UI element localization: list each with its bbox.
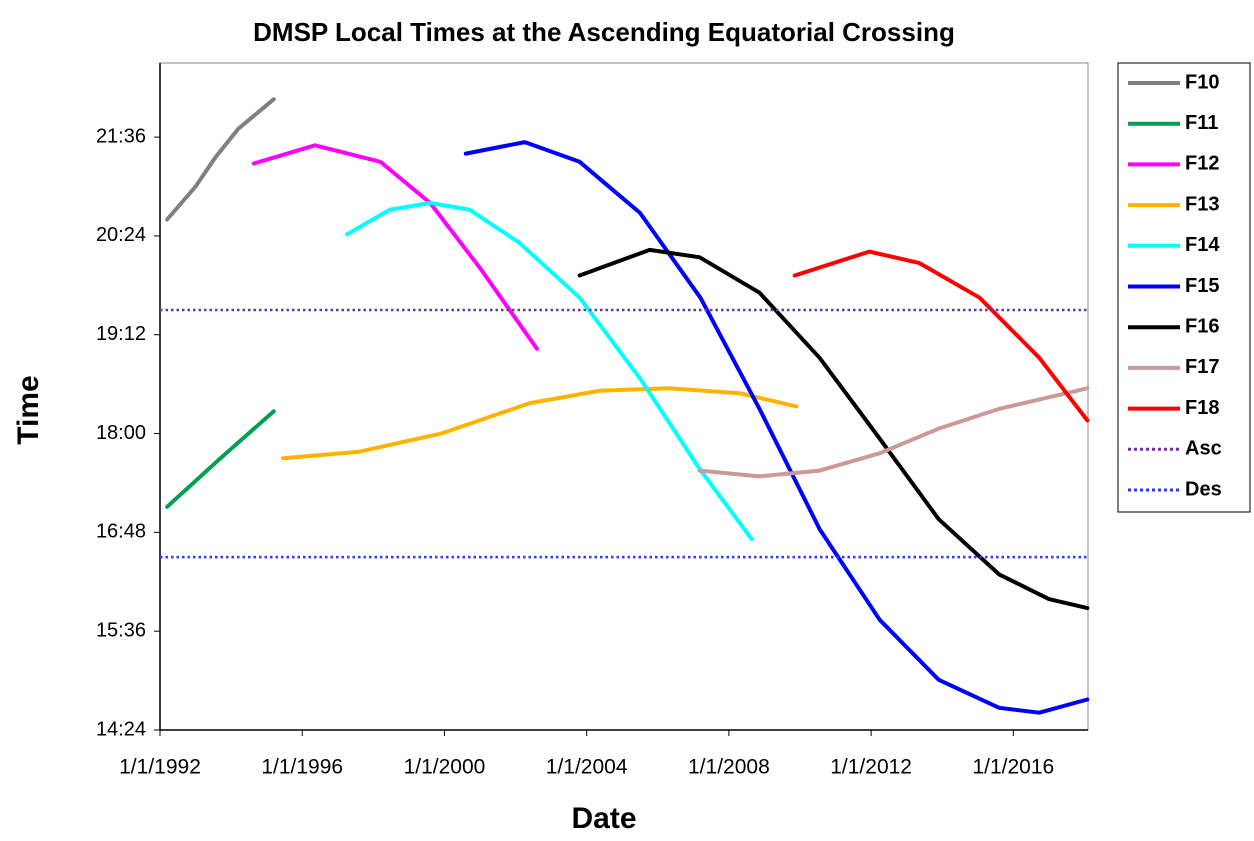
series-line — [281, 386, 799, 461]
legend-label: F15 — [1185, 275, 1219, 297]
series-line — [165, 97, 276, 222]
legend-label: F13 — [1185, 193, 1219, 215]
legend-label: F16 — [1185, 315, 1219, 337]
series-line — [345, 201, 754, 541]
x-tick-label: 1/1/2012 — [830, 756, 912, 779]
legend-label: Asc — [1185, 438, 1222, 460]
y-tick-label: 21:36 — [96, 125, 146, 147]
legend-label: F17 — [1185, 356, 1219, 378]
legend-label: F11 — [1185, 112, 1218, 134]
y-tick-label: 20:24 — [96, 224, 146, 246]
series-line — [577, 247, 1090, 611]
y-tick-label: 15:36 — [96, 619, 146, 641]
series-line — [463, 140, 1090, 715]
y-tick-label: 14:24 — [96, 718, 146, 740]
series-line — [792, 249, 1090, 423]
x-tick-label: 1/1/2008 — [688, 756, 770, 779]
x-tick-label: 1/1/1992 — [119, 756, 201, 779]
y-tick-label: 16:48 — [96, 521, 146, 543]
legend-label: Des — [1185, 478, 1222, 500]
legend-label: F18 — [1185, 397, 1219, 419]
x-tick-label: 1/1/1996 — [261, 756, 343, 779]
x-tick-label: 1/1/2016 — [972, 756, 1054, 779]
series-line — [165, 409, 276, 509]
series-line — [251, 143, 539, 351]
plot-area — [159, 62, 1089, 731]
x-axis-label: Date — [571, 802, 636, 835]
y-tick-label: 19:12 — [96, 323, 146, 345]
x-tick-label: 1/1/2004 — [546, 756, 628, 779]
series-line — [697, 386, 1090, 479]
legend-label: F14 — [1185, 234, 1220, 256]
y-tick-label: 18:00 — [96, 422, 146, 444]
x-tick-label: 1/1/2000 — [404, 756, 486, 779]
chart-title: DMSP Local Times at the Ascending Equato… — [253, 17, 955, 47]
y-axis-label: Time — [12, 375, 45, 444]
legend-label: F12 — [1185, 153, 1219, 175]
legend-label: F10 — [1185, 71, 1219, 93]
